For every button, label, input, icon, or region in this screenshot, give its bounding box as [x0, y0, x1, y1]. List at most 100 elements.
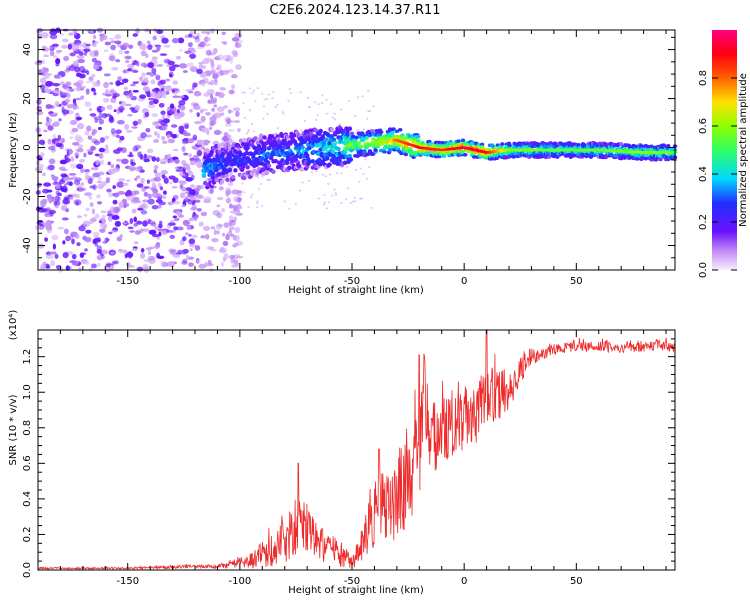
- spectral-noise-point: [57, 134, 62, 141]
- spectral-noise-point: [247, 206, 250, 209]
- spectral-noise-point: [123, 86, 128, 90]
- spectral-noise-point: [340, 172, 343, 175]
- spectral-noise-point: [49, 251, 57, 255]
- spectral-noise-point: [108, 216, 113, 222]
- spectral-noise-point: [188, 262, 194, 267]
- spectral-noise-point: [356, 129, 359, 132]
- spectral-noise-point: [140, 248, 145, 253]
- spectral-noise-point: [231, 264, 239, 268]
- spectral-noise-point: [178, 99, 186, 106]
- spectral-noise-point: [198, 62, 204, 65]
- y-tick-label: 0.6: [22, 455, 33, 471]
- spectral-noise-point: [117, 82, 125, 85]
- spectral-noise-point: [228, 215, 234, 221]
- spectral-noise-point: [249, 147, 252, 150]
- spectral-noise-point: [140, 210, 148, 215]
- spectral-noise-point: [48, 145, 56, 151]
- spectral-noise-point: [140, 157, 148, 160]
- spectral-noise-point: [136, 183, 144, 188]
- spectral-noise-point: [206, 263, 214, 267]
- spectral-noise-point: [351, 200, 354, 203]
- spectral-noise-point: [150, 79, 156, 85]
- spectral-noise-point: [248, 108, 252, 111]
- spectral-noise-point: [210, 70, 216, 74]
- spectral-ridge-point: [210, 175, 216, 180]
- spectral-noise-point: [103, 81, 110, 89]
- spectral-ridge-point: [241, 164, 246, 170]
- spectral-ridge-point: [547, 155, 552, 159]
- spectral-noise-point: [142, 228, 150, 232]
- spectral-noise-point: [142, 86, 150, 92]
- spectral-noise-point: [256, 87, 260, 90]
- spectral-ridge-point: [581, 143, 587, 147]
- spectral-ridge-point: [653, 157, 659, 162]
- spectral-noise-point: [54, 253, 59, 259]
- spectral-noise-point: [223, 253, 229, 260]
- spectral-noise-point: [231, 37, 240, 42]
- spectral-noise-point: [272, 90, 275, 93]
- spectral-noise-point: [336, 172, 339, 175]
- spectral-noise-point: [158, 223, 163, 229]
- spectral-noise-point: [111, 66, 119, 71]
- spectral-ridge-point: [217, 150, 222, 155]
- spectral-noise-point: [143, 186, 150, 189]
- spectral-noise-point: [131, 147, 137, 152]
- spectral-ridge-point: [378, 130, 384, 134]
- spectral-noise-point: [327, 183, 330, 186]
- spectral-noise-point: [129, 106, 135, 111]
- spectral-noise-point: [52, 133, 56, 139]
- spectral-noise-point: [147, 198, 155, 205]
- spectral-noise-point: [154, 226, 159, 231]
- spectral-noise-point: [228, 254, 236, 259]
- spectral-ridge-point: [230, 174, 236, 180]
- spectral-noise-point: [141, 79, 150, 84]
- spectral-noise-point: [157, 255, 165, 259]
- spectral-noise-point: [175, 55, 182, 60]
- spectral-noise-point: [54, 195, 60, 202]
- spectral-noise-point: [98, 147, 106, 153]
- spectral-noise-point: [90, 263, 97, 269]
- spectral-noise-point: [84, 169, 91, 173]
- spectral-noise-point: [71, 253, 77, 260]
- spectral-noise-point: [105, 93, 112, 97]
- spectral-noise-point: [216, 106, 225, 112]
- spectral-noise-point: [247, 129, 250, 132]
- spectral-noise-point: [134, 230, 141, 235]
- spectral-noise-point: [218, 92, 225, 99]
- spectral-noise-point: [97, 108, 103, 114]
- spectral-ridge-point: [349, 131, 355, 136]
- spectral-noise-point: [127, 64, 134, 68]
- spectral-ridge-point: [262, 135, 267, 140]
- spectral-ridge-point: [362, 150, 367, 154]
- spectral-ridge-point: [238, 138, 244, 143]
- spectral-noise-point: [157, 91, 162, 98]
- spectral-noise-point: [74, 134, 82, 141]
- spectrogram-ylabel: Frequency (Hz): [8, 112, 19, 188]
- spectral-noise-point: [196, 68, 203, 75]
- spectral-noise-point: [209, 187, 214, 194]
- spectral-noise-point: [138, 204, 147, 209]
- spectral-noise-point: [42, 67, 49, 74]
- spectral-noise-point: [157, 204, 162, 209]
- spectral-noise-point: [251, 92, 254, 95]
- spectral-noise-point: [106, 213, 114, 217]
- spectral-noise-point: [110, 229, 118, 233]
- spectral-noise-point: [126, 179, 131, 182]
- spectral-noise-point: [49, 34, 58, 40]
- spectral-noise-point: [161, 114, 166, 120]
- spectral-noise-point: [163, 44, 171, 48]
- spectral-ridge-point: [358, 152, 364, 157]
- spectral-noise-point: [113, 260, 119, 265]
- spectral-ridge-point: [271, 169, 276, 174]
- spectral-ridge-point: [255, 170, 261, 175]
- spectral-noise-point: [189, 248, 193, 252]
- spectral-noise-point: [160, 88, 165, 92]
- spectral-noise-point: [66, 181, 71, 186]
- x-tick-label: 0: [461, 276, 467, 287]
- spectral-ridge-point: [241, 141, 246, 147]
- spectral-noise-point: [114, 40, 122, 45]
- spectral-noise-point: [154, 172, 162, 179]
- y-tick-label: 20: [22, 92, 33, 105]
- spectral-noise-point: [160, 110, 166, 115]
- spectral-noise-point: [143, 191, 149, 197]
